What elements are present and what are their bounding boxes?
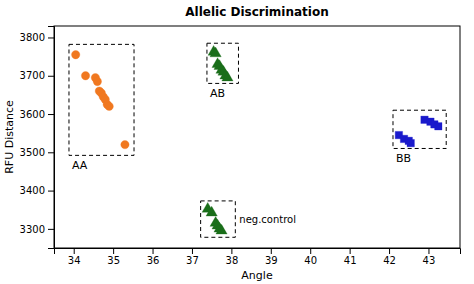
tick: 40 [304,248,317,266]
cluster-box [393,110,446,148]
tick-label: 3500 [20,147,45,158]
tick: 3300 [20,224,54,235]
tick: 3400 [20,185,54,196]
point [105,102,113,110]
cluster-label: AB [210,87,225,100]
tick-mark [48,229,54,230]
point [210,47,221,57]
plot-frame [54,26,460,248]
tick-label: 43 [423,255,436,266]
tick-mark [310,248,311,254]
tick-label: 3600 [20,109,45,120]
y-axis: 3300 3400 3500 3600 3700 3800 [20,27,55,249]
tick: 3700 [20,70,54,81]
tick-mark [389,248,390,254]
axis-line [55,249,461,255]
tick-label: 3700 [20,70,45,81]
point [93,77,101,85]
point [222,71,233,81]
series [202,202,227,234]
tick-mark [48,37,54,38]
tick: 34 [68,248,81,266]
series [395,116,442,147]
x-axis: 34 35 36 37 38 39 40 41 42 43 [55,248,461,266]
point [121,140,129,148]
tick-mark [153,248,154,254]
tick: 41 [344,248,357,266]
tick: 3800 [20,32,54,43]
tick-label: 38 [226,255,239,266]
tick-mark [192,248,193,254]
cluster-label: neg.control [239,214,296,225]
series [71,51,129,149]
tick-label: 42 [383,255,396,266]
tick-label: 36 [147,255,160,266]
title: Allelic Discrimination [185,5,328,19]
series [208,46,233,81]
tick-mark [48,76,54,77]
point [435,123,442,130]
tick: 3500 [20,147,54,158]
tick-mark [428,248,429,254]
tick-label: 37 [186,255,199,266]
point [216,224,227,234]
tick: 36 [147,248,160,266]
point [71,51,79,59]
cluster-labels: AA AB neg.control BB [72,87,411,225]
data-area [69,43,446,237]
axis-line [48,27,55,249]
tick-mark [271,248,272,254]
tick-mark [231,248,232,254]
tick-label: 40 [304,255,317,266]
y-axis-title: RFU Distance [3,100,16,174]
tick-label: 35 [107,255,120,266]
point [206,206,217,216]
cluster-label: BB [396,152,411,165]
tick: 43 [423,248,436,266]
tick-mark [48,152,54,153]
tick-mark [48,191,54,192]
cluster-label: AA [72,159,88,172]
tick: 37 [186,248,199,266]
cluster-box [69,44,134,155]
cluster-box [201,201,236,237]
tick: 3600 [20,109,54,120]
tick: 38 [226,248,239,266]
x-axis-title: Angle [241,269,273,282]
tick-mark [113,248,114,254]
tick-mark [48,114,54,115]
tick-label: 41 [344,255,357,266]
chart: 34 35 36 37 38 39 40 41 42 43 3300 3400 3500 3600 3700… [0,0,474,284]
cluster-box [207,43,239,83]
tick-label: 3400 [20,185,45,196]
plot: 34 35 36 37 38 39 40 41 42 43 3300 3400 3500 3600 3700… [20,26,461,266]
tick: 39 [265,248,278,266]
tick-label: 3300 [20,224,45,235]
tick-mark [74,248,75,254]
tick-mark [350,248,351,254]
point [407,139,414,146]
tick-label: 34 [68,255,81,266]
tick: 35 [107,248,120,266]
tick-label: 39 [265,255,278,266]
tick: 42 [383,248,396,266]
point [81,72,89,80]
tick-label: 3800 [20,32,45,43]
